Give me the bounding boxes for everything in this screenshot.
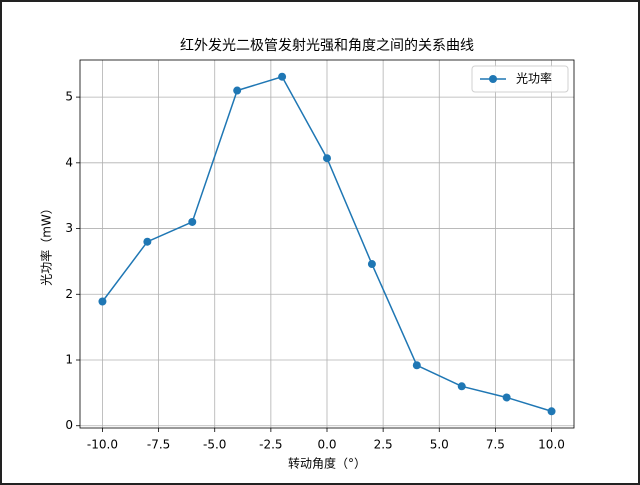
data-point: [98, 297, 107, 306]
data-point: [188, 217, 197, 226]
legend-box: [471, 65, 569, 93]
x-tick-label: 0.0: [317, 438, 336, 452]
x-tick-label: -5.0: [203, 438, 226, 452]
data-point: [143, 237, 152, 246]
x-tick-label: -10.0: [87, 438, 118, 452]
y-tick-label: 5: [65, 90, 73, 104]
y-axis-label: 光功率（mW）: [39, 202, 54, 286]
x-tick-label: 5.0: [430, 438, 449, 452]
x-tick-label: -2.5: [259, 438, 282, 452]
data-point: [233, 86, 242, 95]
data-point: [502, 393, 511, 402]
data-point: [367, 260, 376, 269]
y-tick-label: 1: [65, 353, 73, 367]
plot-frame: [79, 59, 575, 429]
data-point: [457, 382, 466, 391]
chart-title: 红外发光二极管发射光强和角度之间的关系曲线: [180, 38, 474, 54]
y-tick-label: 3: [65, 221, 73, 235]
data-point: [323, 154, 331, 163]
data-point: [412, 361, 421, 370]
data-point: [547, 407, 556, 416]
x-tick-label: 2.5: [374, 438, 393, 452]
data-point: [278, 72, 287, 81]
x-tick-label: 10.0: [538, 438, 565, 452]
y-tick-label: 2: [65, 287, 73, 301]
y-tick-label: 4: [65, 155, 73, 169]
x-axis-label: 转动角度（°）: [288, 456, 366, 471]
x-tick-label: -7.5: [147, 438, 170, 452]
legend-label: 光功率: [516, 71, 552, 86]
y-tick-label: 0: [65, 418, 73, 432]
legend-marker: [489, 75, 497, 83]
x-tick-label: 7.5: [486, 438, 505, 452]
